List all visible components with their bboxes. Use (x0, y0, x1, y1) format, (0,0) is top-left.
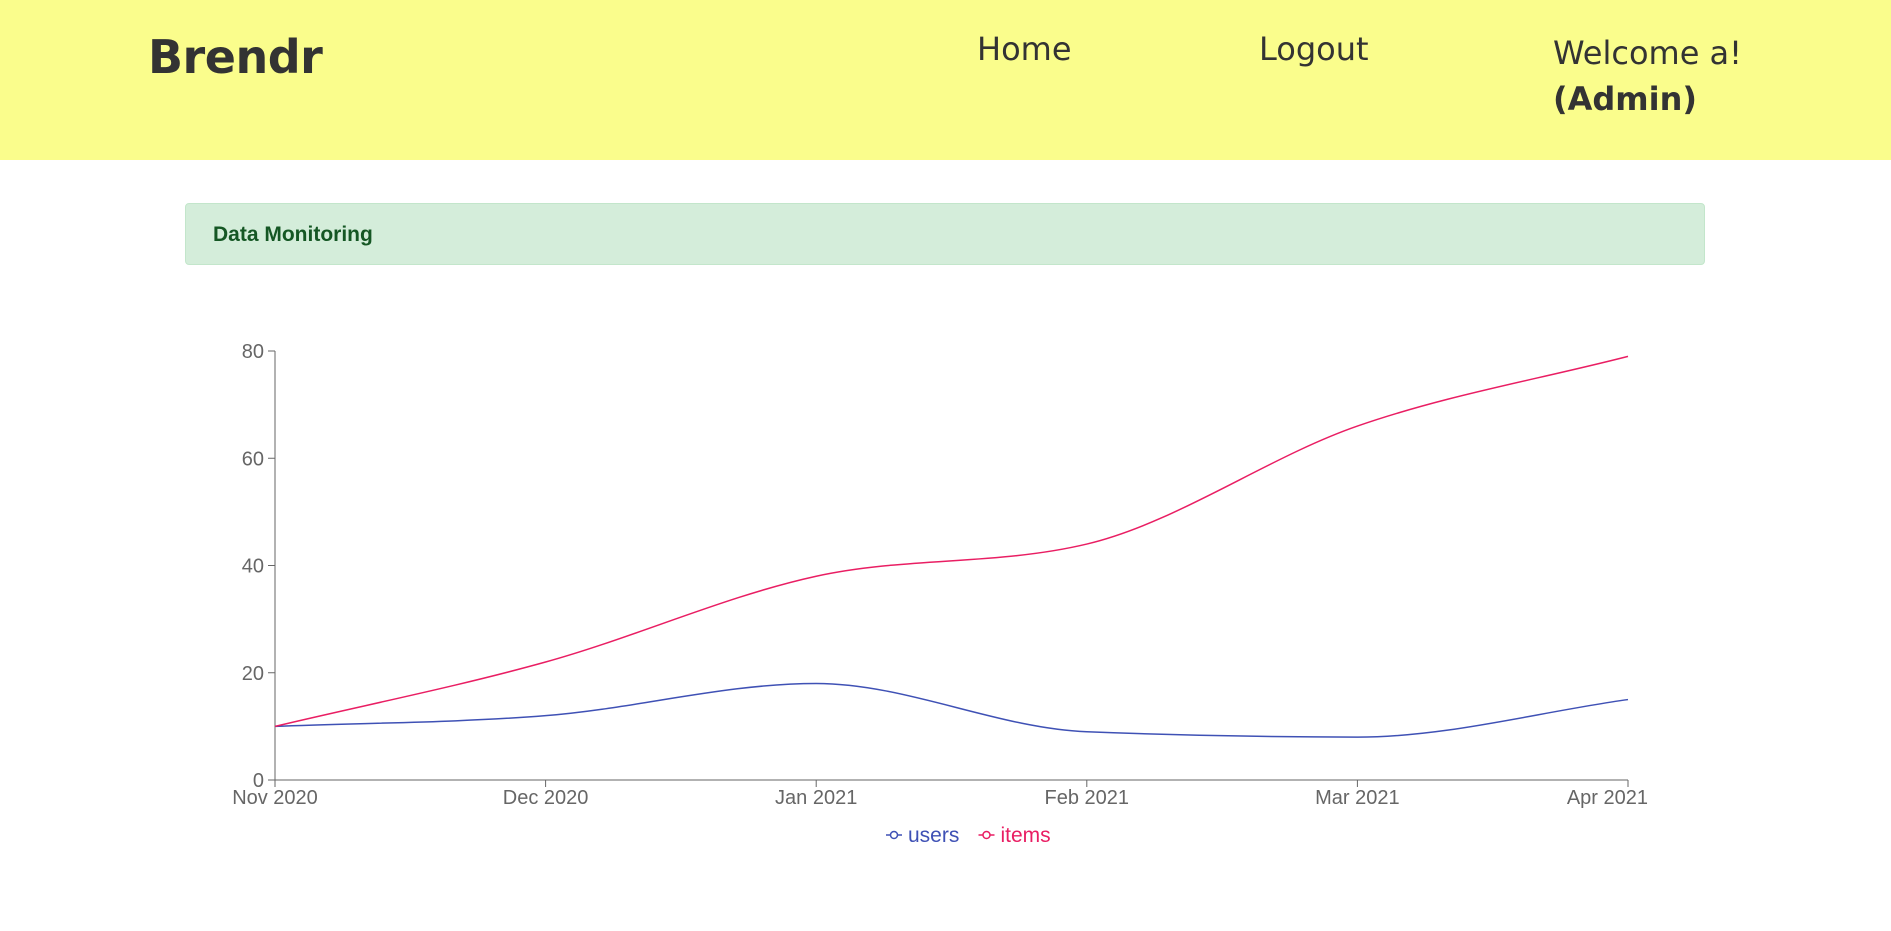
series-line-users (274, 682, 1629, 738)
data-monitoring-title: Data Monitoring (213, 223, 373, 246)
user-role: (Admin) (1553, 80, 1698, 118)
x-tick-label: Jan 2021 (775, 787, 857, 809)
x-tick-label: Mar 2021 (1315, 787, 1400, 809)
nav-logout-link[interactable]: Logout (1259, 30, 1369, 68)
y-tick-label: 20 (242, 663, 264, 685)
welcome-text: Welcome a! (1553, 34, 1742, 72)
series-line-items (274, 355, 1629, 728)
navbar: Brendr Home Logout Welcome a! (Admin) (0, 0, 1891, 160)
y-tick-label: 40 (242, 556, 264, 578)
x-tick-label: Feb 2021 (1045, 787, 1130, 809)
data-monitoring-banner: Data Monitoring (185, 203, 1705, 265)
x-tick-label: Apr 2021 (1567, 787, 1648, 809)
legend-marker-circle (982, 830, 991, 840)
brand-logo[interactable]: Brendr (148, 30, 323, 84)
x-tick-label: Nov 2020 (232, 787, 318, 809)
welcome-message: Welcome a! (Admin) (1553, 30, 1742, 122)
legend-label-users: users (908, 824, 959, 847)
nav-home-link[interactable]: Home (977, 30, 1072, 68)
y-tick-label: 0 (253, 770, 264, 792)
legend-label-items: items (1001, 824, 1051, 847)
legend-marker-circle (889, 830, 899, 840)
y-tick-label: 80 (242, 341, 264, 363)
x-tick-label: Dec 2020 (503, 787, 589, 809)
y-tick-label: 60 (242, 448, 264, 470)
